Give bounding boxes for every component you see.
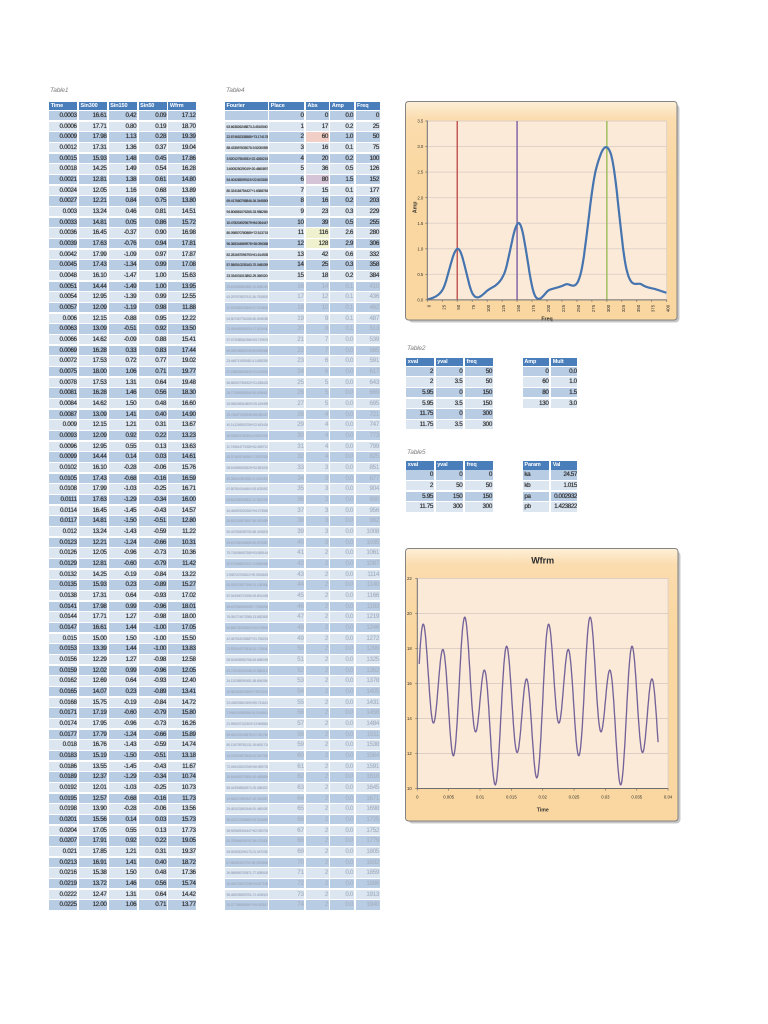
svg-text:0.03: 0.03 <box>601 795 610 800</box>
svg-text:300: 300 <box>606 304 611 312</box>
svg-text:375: 375 <box>651 304 656 312</box>
svg-text:0.5: 0.5 <box>417 271 424 276</box>
svg-text:175: 175 <box>531 304 536 312</box>
svg-text:0.0: 0.0 <box>417 297 424 302</box>
svg-text:Freq: Freq <box>541 316 552 322</box>
svg-text:0.02: 0.02 <box>538 795 547 800</box>
svg-text:10: 10 <box>407 786 412 791</box>
svg-text:1.5: 1.5 <box>417 220 424 225</box>
svg-text:0.005: 0.005 <box>443 795 454 800</box>
svg-text:0: 0 <box>426 304 431 307</box>
svg-text:0.015: 0.015 <box>505 795 516 800</box>
svg-text:350: 350 <box>636 304 641 312</box>
svg-text:250: 250 <box>576 304 581 312</box>
svg-text:150: 150 <box>516 304 521 312</box>
svg-text:22: 22 <box>407 576 412 581</box>
svg-text:200: 200 <box>546 304 551 312</box>
svg-text:0.025: 0.025 <box>568 795 579 800</box>
svg-text:3.5: 3.5 <box>417 118 424 123</box>
svg-text:16: 16 <box>407 681 412 686</box>
svg-text:100: 100 <box>486 304 491 312</box>
svg-text:0.01: 0.01 <box>475 795 484 800</box>
svg-text:1.0: 1.0 <box>417 246 424 251</box>
svg-text:275: 275 <box>591 304 596 312</box>
svg-text:50: 50 <box>456 304 461 309</box>
svg-text:0.04: 0.04 <box>663 795 672 800</box>
svg-text:Time: Time <box>536 808 548 814</box>
svg-text:125: 125 <box>501 304 506 312</box>
svg-text:75: 75 <box>471 304 476 309</box>
svg-text:400: 400 <box>666 304 671 312</box>
svg-text:Wfrm: Wfrm <box>531 556 554 566</box>
svg-text:2.0: 2.0 <box>417 195 424 200</box>
svg-text:18: 18 <box>407 646 412 651</box>
svg-text:225: 225 <box>561 304 566 312</box>
svg-text:25: 25 <box>441 304 446 309</box>
svg-text:20: 20 <box>407 611 412 616</box>
svg-text:Amp: Amp <box>412 201 418 213</box>
svg-text:14: 14 <box>407 716 412 721</box>
svg-text:12: 12 <box>407 751 412 756</box>
svg-text:325: 325 <box>621 304 626 312</box>
svg-text:3.0: 3.0 <box>417 144 424 149</box>
svg-text:0.035: 0.035 <box>631 795 642 800</box>
svg-text:2.5: 2.5 <box>417 169 424 174</box>
svg-text:0: 0 <box>416 795 419 800</box>
